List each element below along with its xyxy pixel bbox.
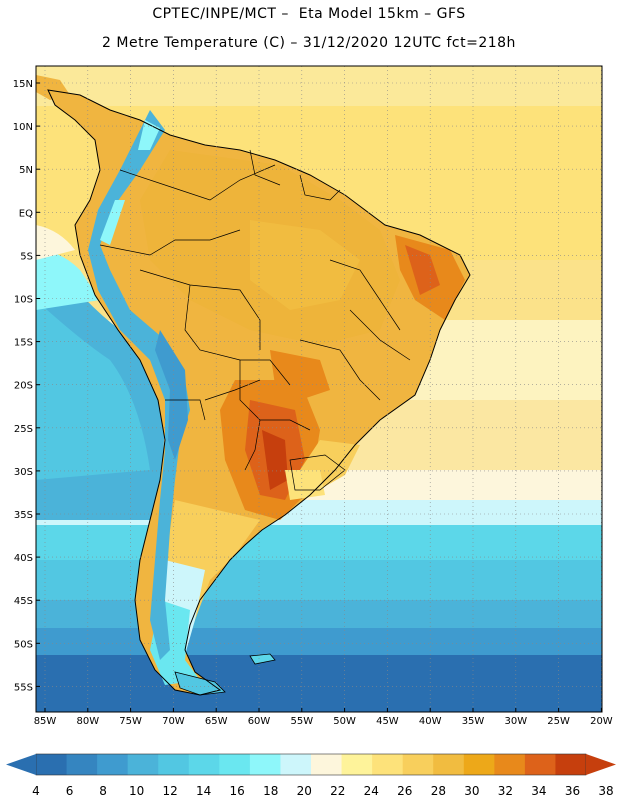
colorbar-tick-label: 8	[99, 784, 107, 798]
colorbar-tick-label: 4	[32, 784, 40, 798]
colorbar-right-arrow	[586, 754, 616, 775]
colorbar-tick-label: 10	[129, 784, 144, 798]
colorbar-segment	[555, 754, 587, 775]
lon-label: 80W	[76, 716, 99, 727]
lon-label: 35W	[462, 716, 485, 727]
lat-label: 35S	[14, 510, 33, 521]
colorbar-segment	[66, 754, 98, 775]
lat-label: 10S	[14, 295, 33, 306]
colorbar-segment	[127, 754, 159, 775]
lon-label: 40W	[419, 716, 442, 727]
lon-label: 20W	[590, 716, 613, 727]
lat-label: 30S	[14, 467, 33, 478]
lon-label: 65W	[205, 716, 228, 727]
colorbar-segment	[341, 754, 373, 775]
colorbar-segment	[402, 754, 434, 775]
country-borders	[99, 149, 411, 491]
latitude-labels: 15N 10N 5N EQ 5S 10S 15S 20S 25S 30S 35S 40S 45S 50S 5…	[13, 79, 40, 693]
colorbar-segment	[36, 754, 68, 775]
colorbar-tick-label: 32	[498, 784, 513, 798]
colorbar-segment	[524, 754, 556, 775]
lat-label: 45S	[14, 596, 33, 607]
colorbar-tick-label: 22	[330, 784, 345, 798]
andes-cold-strip	[88, 110, 190, 660]
colorbar-tick-label: 18	[263, 784, 278, 798]
lat-label: 15S	[14, 338, 33, 349]
colorbar-segment	[463, 754, 495, 775]
colorbar-tick-label: 14	[196, 784, 211, 798]
colorbar-segment	[311, 754, 343, 775]
colorbar-tick-label: 12	[162, 784, 177, 798]
colorbar-segment	[494, 754, 526, 775]
coastline	[47, 89, 471, 696]
colorbar-segment	[158, 754, 190, 775]
title-line-2: 2 Metre Temperature (C) – 31/12/2020 12U…	[102, 35, 516, 51]
lon-label: 85W	[34, 716, 57, 727]
colorbar-segment	[188, 754, 220, 775]
lat-label: 20S	[14, 381, 33, 392]
map-frame	[35, 65, 603, 713]
lon-label: 55W	[290, 716, 313, 727]
lon-label: 45W	[376, 716, 399, 727]
lat-label: 50S	[14, 639, 33, 650]
lon-label: 75W	[119, 716, 142, 727]
colorbar-tick-label: 6	[66, 784, 74, 798]
colorbar-segment	[372, 754, 404, 775]
lat-label: 5N	[19, 165, 33, 176]
colorbar-segment	[97, 754, 129, 775]
lat-label: 5S	[20, 251, 33, 262]
lon-label: 25W	[547, 716, 570, 727]
lat-label: 40S	[14, 553, 33, 564]
lon-label: 30W	[504, 716, 527, 727]
colorbar-tick-label: 36	[565, 784, 580, 798]
title-line-1: CPTEC/INPE/MCT – Eta Model 15km – GFS	[152, 6, 466, 22]
longitude-labels: 85W 80W 75W 70W 65W 60W 55W 50W 45W 40W 35W 30W 25W 2…	[34, 708, 613, 727]
colorbar-segment	[280, 754, 312, 775]
map-field	[36, 66, 602, 712]
colorbar-tick-label: 20	[297, 784, 312, 798]
lon-label: 50W	[333, 716, 356, 727]
lat-label: 10N	[13, 122, 33, 133]
lat-label: 55S	[14, 682, 33, 693]
colorbar-left-arrow	[6, 754, 36, 775]
colorbar-tick-label: 34	[531, 784, 546, 798]
lon-label: 70W	[162, 716, 185, 727]
lat-label: 25S	[14, 424, 33, 435]
colorbar-tick-label: 24	[364, 784, 379, 798]
colorbar-tick-label: 26	[397, 784, 412, 798]
colorbar-segment	[219, 754, 251, 775]
temperature-map: 15N 10N 5N EQ 5S 10S 15S 20S 25S 30S 35S 40S 45S 50S 5…	[13, 65, 613, 727]
colorbar-segment	[249, 754, 281, 775]
colorbar: 4 6 8 10 12 14 16 18 20 22 24 26 28 30 32 34 36 38	[6, 753, 616, 798]
colorbar-tick-label: 28	[431, 784, 446, 798]
colorbar-tick-label: 38	[598, 784, 613, 798]
colorbar-tick-label: 30	[464, 784, 479, 798]
colorbar-tick-label: 16	[230, 784, 245, 798]
lon-label: 60W	[248, 716, 271, 727]
lat-label: EQ	[19, 208, 33, 219]
colorbar-segment	[433, 754, 465, 775]
lat-label: 15N	[13, 79, 33, 90]
